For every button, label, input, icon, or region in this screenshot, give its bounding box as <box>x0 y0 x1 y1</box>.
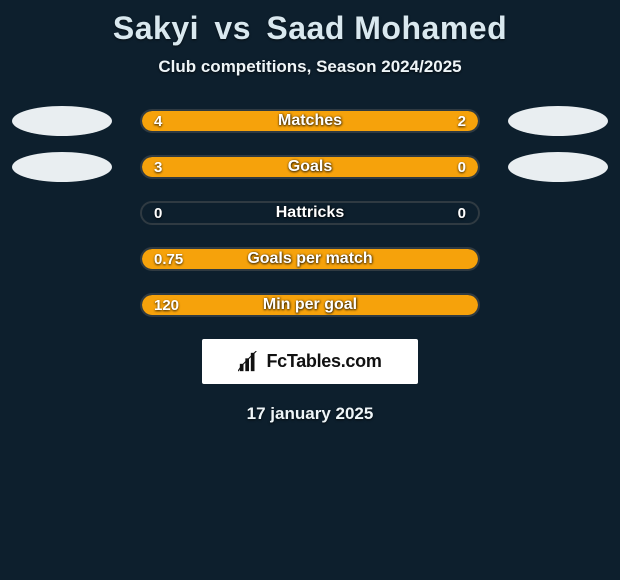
player1-marker <box>12 152 112 182</box>
branding-text: FcTables.com <box>266 351 381 372</box>
bar-fill-left <box>142 111 366 131</box>
bar-fill <box>142 295 478 315</box>
bar-fill-left <box>142 157 404 177</box>
spacer <box>12 290 112 320</box>
stat-label: Hattricks <box>142 203 478 223</box>
spacer <box>12 198 112 228</box>
bar-fill-right <box>366 111 478 131</box>
stat-row: 30Goals <box>0 155 620 179</box>
player1-marker <box>12 106 112 136</box>
bar-fill-right <box>404 157 478 177</box>
player2-marker <box>508 152 608 182</box>
branding-badge[interactable]: FcTables.com <box>202 339 418 384</box>
stat-value-left: 0 <box>154 203 162 223</box>
stat-row: 120Min per goal <box>0 293 620 317</box>
comparison-infographic: Sakyi vs Saad Mohamed Club competitions,… <box>0 0 620 424</box>
vs-label: vs <box>214 10 251 46</box>
snapshot-date: 17 january 2025 <box>0 404 620 424</box>
player2-marker <box>508 106 608 136</box>
comparison-rows: 42Matches 30Goals 0 0Hattricks 0.75Goals per… <box>0 109 620 317</box>
stat-bar: 0.75Goals per match <box>140 247 480 271</box>
stat-bar: 0 0Hattricks <box>140 201 480 225</box>
bar-fill <box>142 249 478 269</box>
stat-row: 0.75Goals per match <box>0 247 620 271</box>
page-title: Sakyi vs Saad Mohamed <box>0 10 620 47</box>
stat-value-right: 0 <box>458 203 466 223</box>
subtitle: Club competitions, Season 2024/2025 <box>0 57 620 77</box>
stat-row: 42Matches <box>0 109 620 133</box>
stat-row: 0 0Hattricks <box>0 201 620 225</box>
bar-chart-icon <box>238 351 260 373</box>
spacer <box>12 244 112 274</box>
spacer <box>508 290 608 320</box>
spacer <box>508 244 608 274</box>
spacer <box>508 198 608 228</box>
player1-name: Sakyi <box>113 10 199 46</box>
stat-bar: 120Min per goal <box>140 293 480 317</box>
stat-bar: 42Matches <box>140 109 480 133</box>
stat-bar: 30Goals <box>140 155 480 179</box>
player2-name: Saad Mohamed <box>266 10 507 46</box>
